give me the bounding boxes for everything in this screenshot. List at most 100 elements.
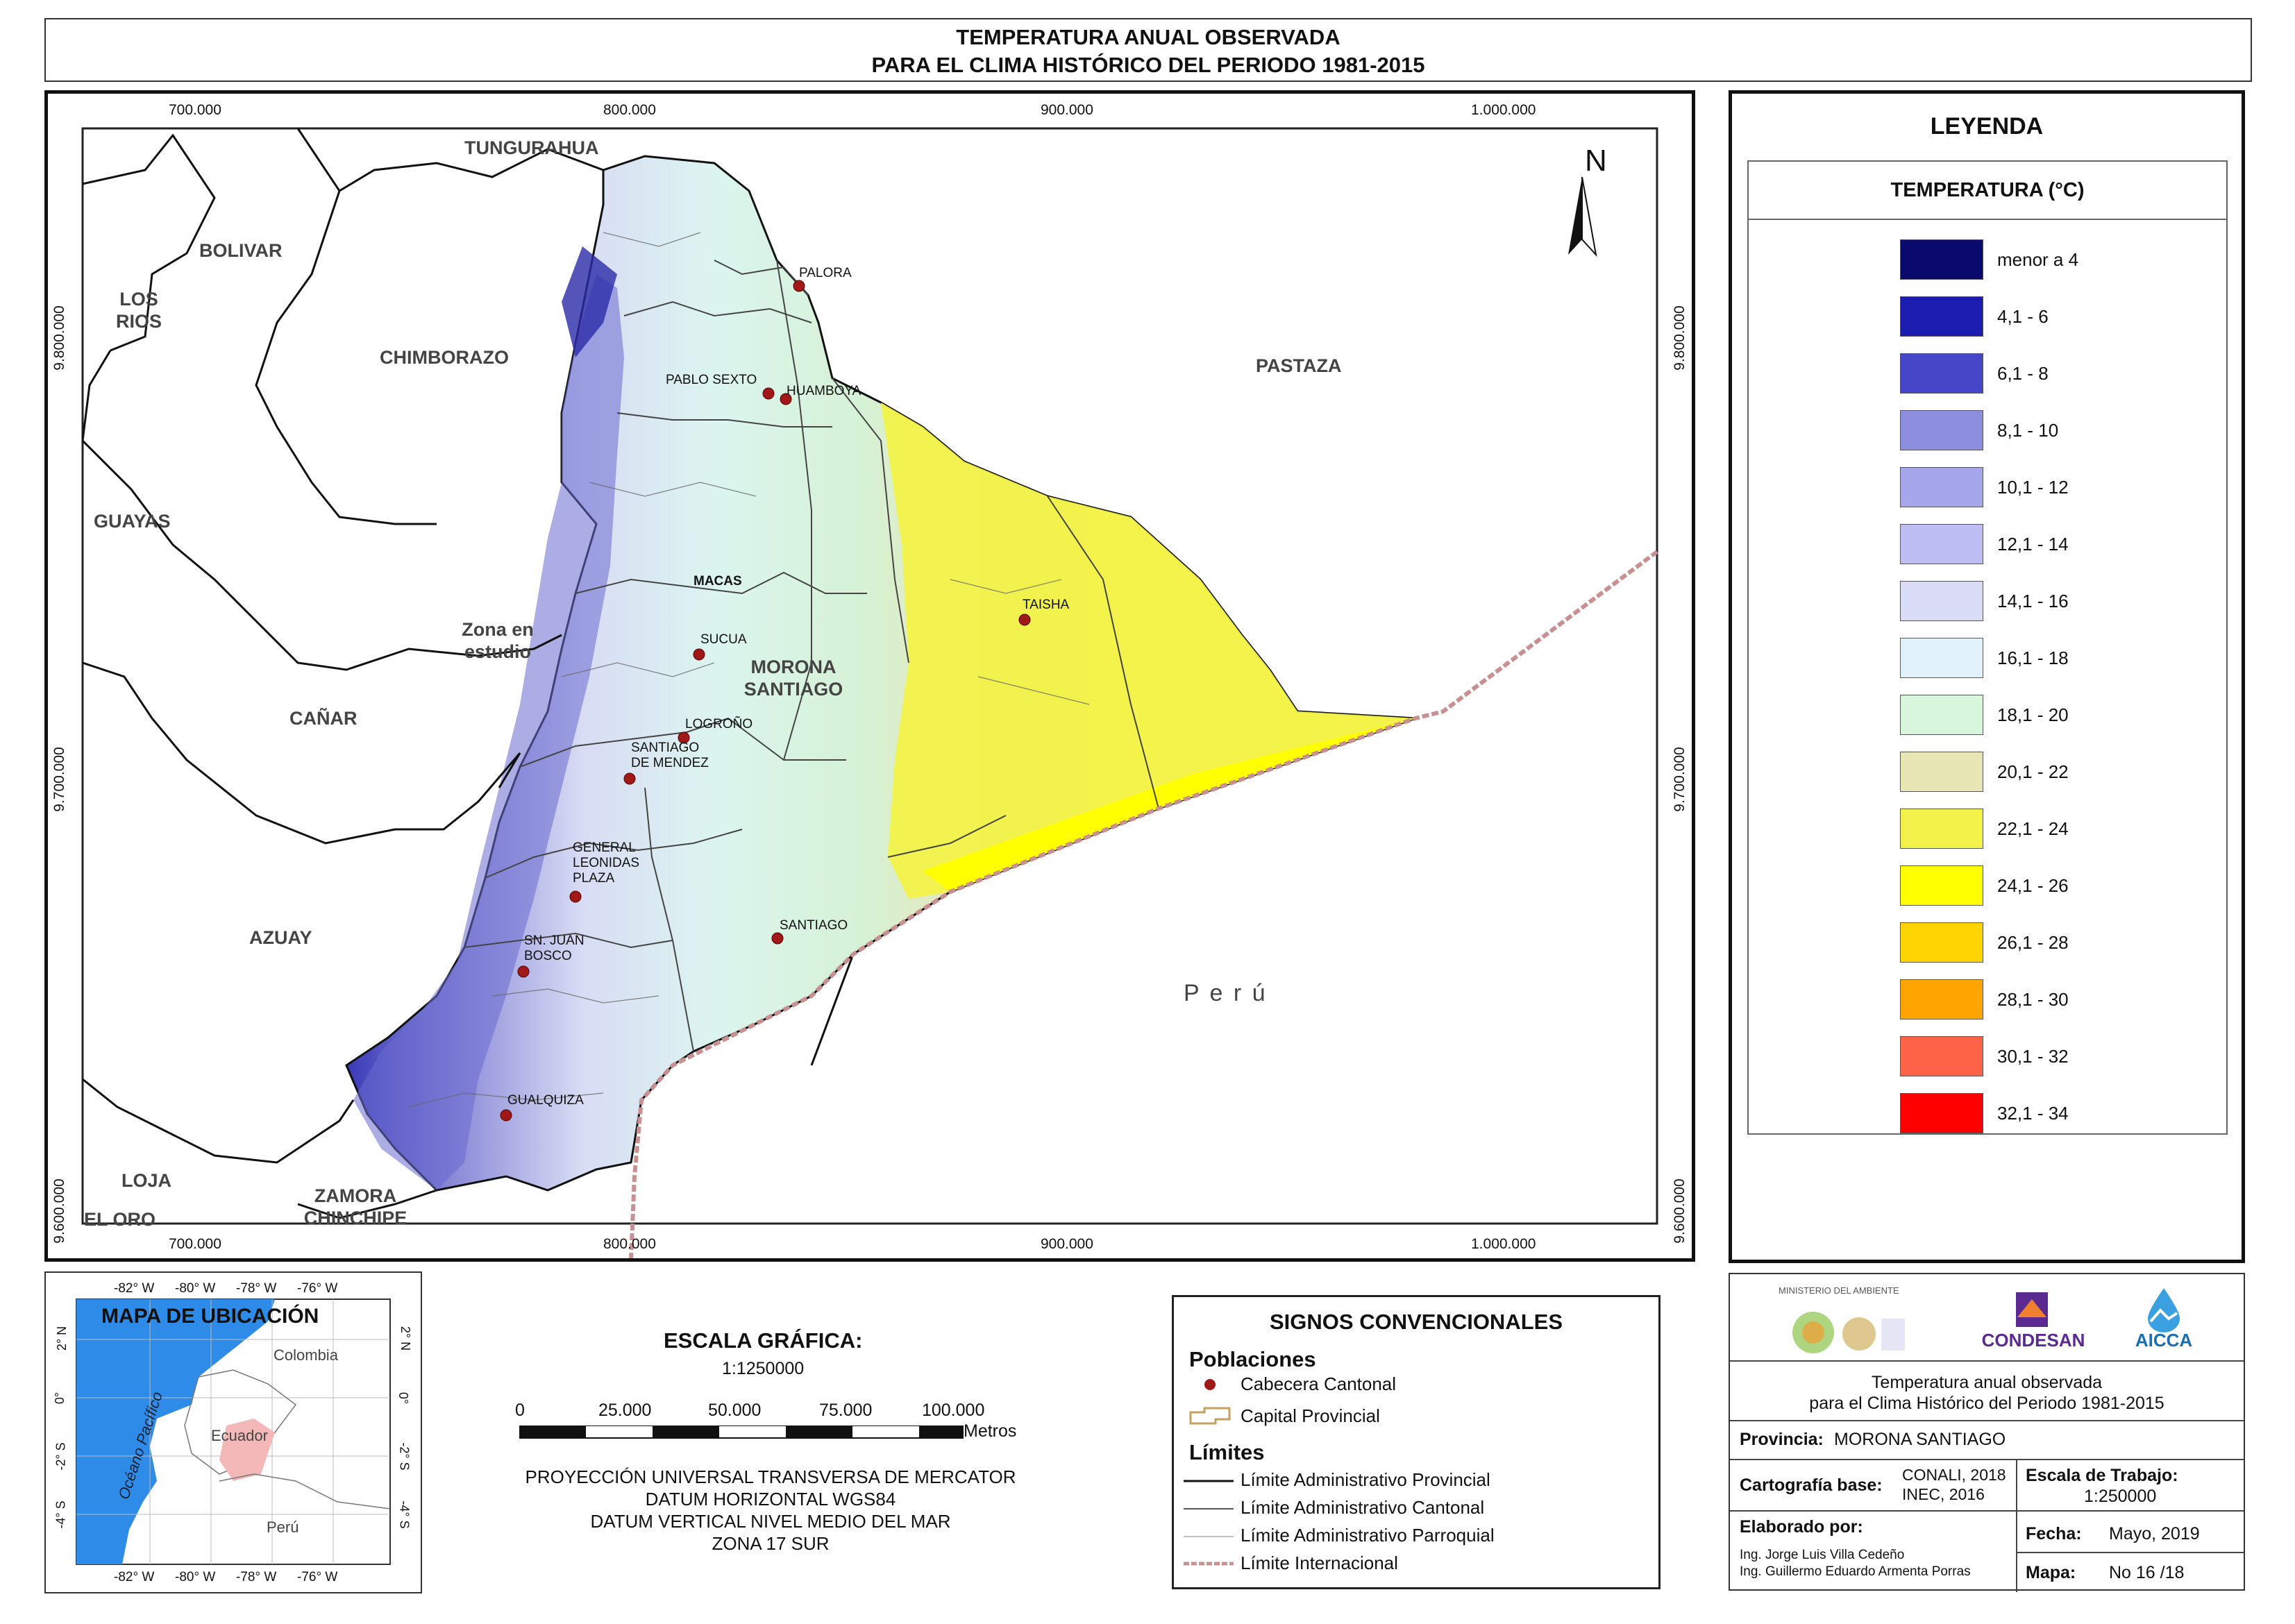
signs-title: SIGNOS CONVENCIONALES [1270, 1310, 1563, 1334]
conventional-signs-panel: SIGNOS CONVENCIONALES Poblaciones Cabece… [1172, 1295, 1661, 1589]
scale-ratio: 1:1250000 [722, 1359, 805, 1378]
label-bolivar: BOLIVAR [199, 240, 283, 261]
warm-lowland-area [881, 403, 1415, 899]
signs-cabecera-label: Cabecera Cantonal [1241, 1373, 1397, 1394]
title-line-1: TEMPERATURA ANUAL OBSERVADA [956, 25, 1340, 49]
projection-line-3: DATUM VERTICAL NIVEL MEDIO DEL MAR [590, 1511, 951, 1532]
scale-unit: Metros [964, 1421, 1017, 1441]
legend-swatch [1900, 581, 1983, 621]
projection-line-4: ZONA 17 SUR [712, 1533, 830, 1554]
legend-label: menor a 4 [1997, 249, 2079, 270]
cold-highland-area [353, 274, 624, 1190]
legend-label: 12,1 - 14 [1997, 534, 2069, 555]
signs-poblaciones-heading: Poblaciones [1189, 1347, 1316, 1371]
label-los-rios: LOS RIOS [115, 289, 162, 332]
title-line-2: PARA EL CLIMA HISTÓRICO DEL PERIODO 1981… [871, 53, 1425, 77]
loc-bottom-tick-3: -78° W [236, 1570, 277, 1584]
cantonal-limit-line-icon [1184, 1508, 1234, 1509]
legend-label: 22,1 - 24 [1997, 818, 2069, 839]
international-limit-line-icon [1184, 1562, 1234, 1566]
condesan-logo-text: CONDESAN [1981, 1330, 2085, 1351]
x-tick-bottom-2: 800.000 [603, 1236, 656, 1252]
info-fecha-value: Mayo, 2019 [2109, 1524, 2200, 1543]
loc-top-tick-1: -82° W [114, 1281, 155, 1296]
town-label-santiago: SANTIAGO [780, 918, 848, 933]
y-tick-left-2: 9.700.000 [51, 747, 67, 812]
loc-top-tick-2: -80° W [175, 1281, 216, 1296]
info-mapa-value: No 16 /18 [2109, 1563, 2185, 1582]
info-panel: MINISTERIO DEL AMBIENTE CONDESAN AICCA T… [1729, 1273, 2245, 1592]
ocean-area [76, 1299, 275, 1564]
info-description-2: para el Clima Histórico del Periodo 1981… [1809, 1394, 2164, 1413]
label-peru: P e r ú [1184, 980, 1268, 1006]
loc-ecuador-label: Ecuador [211, 1427, 268, 1444]
projection-line-2: DATUM HORIZONTAL WGS84 [645, 1489, 896, 1509]
y-tick-right-2: 9.700.000 [1672, 747, 1688, 812]
legend-label: 16,1 - 18 [1997, 648, 2069, 668]
town-label-logrono: LOGROÑO [685, 717, 753, 731]
x-tick-top-3: 900.000 [1041, 102, 1093, 118]
legend-swatch [1900, 638, 1983, 678]
loc-bottom-tick-4: -76° W [297, 1570, 338, 1584]
loc-side-tick-right-1: 2° N [398, 1326, 413, 1351]
y-tick-right-3: 9.600.000 [1672, 1178, 1688, 1244]
legend-label: 28,1 - 30 [1997, 989, 2069, 1010]
signs-lim-cant-label: Límite Administrativo Cantonal [1241, 1497, 1485, 1518]
town-dot-santiago-de-mendez [623, 772, 636, 785]
legend-box: TEMPERATURA (°C) menor a 4 4,1 - 6 6,1 - 8… [1747, 160, 2228, 1135]
legend-label: 8,1 - 10 [1997, 420, 2059, 441]
legend-panel: LEYENDA TEMPERATURA (°C) menor a 4 4,1 - … [1729, 90, 2245, 1263]
x-tick-bottom-3: 900.000 [1041, 1236, 1093, 1252]
legend-swatch [1900, 752, 1983, 792]
label-loja: LOJA [121, 1170, 172, 1191]
town-label-huamboya: HUAMBOYA [787, 384, 861, 398]
hot-zone [923, 718, 1415, 892]
loc-side-tick-3: -2° S [53, 1442, 68, 1471]
loc-side-tick-right-2: 0° [396, 1392, 411, 1405]
map-canvas [81, 127, 1658, 1258]
ministerio-logo-icon [1792, 1312, 1905, 1353]
signs-limites-heading: Límites [1189, 1440, 1265, 1464]
town-dot-gualquiza [500, 1109, 512, 1122]
scale-bar [519, 1426, 964, 1439]
town-dot-taisha [1018, 614, 1031, 626]
legend-label: 26,1 - 28 [1997, 932, 2069, 953]
aicca-logo-text: AICCA [2135, 1330, 2193, 1351]
north-arrow-icon [1568, 176, 1597, 257]
info-description-1: Temperatura anual observada [1871, 1373, 2103, 1392]
legend-swatch [1900, 865, 1983, 906]
town-label-santiago-de-mendez: SANTIAGO DE MENDEZ [631, 741, 709, 770]
legend-title: LEYENDA [1930, 113, 2044, 139]
provincial-boundaries [81, 128, 855, 1219]
location-map-title: MAPA DE UBICACIÓN [101, 1305, 319, 1328]
signs-capital-label: Capital Provincial [1241, 1405, 1380, 1426]
loc-side-tick-4: -4° S [53, 1500, 68, 1529]
study-area-highlight [219, 1419, 275, 1481]
label-morona-santiago: MORONA SANTIAGO [743, 657, 843, 700]
legend-swatch [1900, 296, 1983, 337]
town-dot-logrono [678, 731, 690, 744]
info-elaborado-label: Elaborado por: [1740, 1517, 1863, 1537]
town-dot-pablo-sexto [762, 387, 775, 400]
loc-bottom-tick-2: -80° W [175, 1570, 216, 1584]
parochial-limit-line-icon [1184, 1536, 1234, 1537]
town-dot-palora [793, 280, 805, 292]
condesan-logo-icon [2016, 1292, 2048, 1327]
label-zamora-chinchipe: ZAMORA CHINCHIPE [303, 1185, 407, 1228]
main-map: 700.000 800.000 900.000 1.000.000 700.00… [44, 90, 1695, 1262]
legend-swatch [1900, 1036, 1983, 1076]
loc-side-tick-1: 2° N [55, 1326, 69, 1351]
legend-subtitle: TEMPERATURA (°C) [1749, 162, 2226, 220]
y-tick-right-1: 9.800.000 [1672, 305, 1688, 371]
scale-tick-3: 75.000 [819, 1401, 873, 1420]
town-dot-huamboya [780, 393, 792, 405]
legend-label: 20,1 - 22 [1997, 761, 2069, 782]
scale-tick-4: 100.000 [922, 1401, 985, 1420]
town-label-gualquiza: GUALQUIZA [507, 1093, 584, 1108]
town-label-pablo-sexto: PABLO SEXTO [666, 373, 757, 387]
town-label-san-juan-bosco: SN. JUAN BOSCO [524, 933, 585, 963]
loc-top-tick-4: -76° W [297, 1281, 338, 1296]
aicca-logo-icon [2148, 1288, 2180, 1333]
town-dot-general-leonidas-plaza [569, 890, 582, 903]
info-mapa-label: Mapa: [2026, 1563, 2076, 1582]
